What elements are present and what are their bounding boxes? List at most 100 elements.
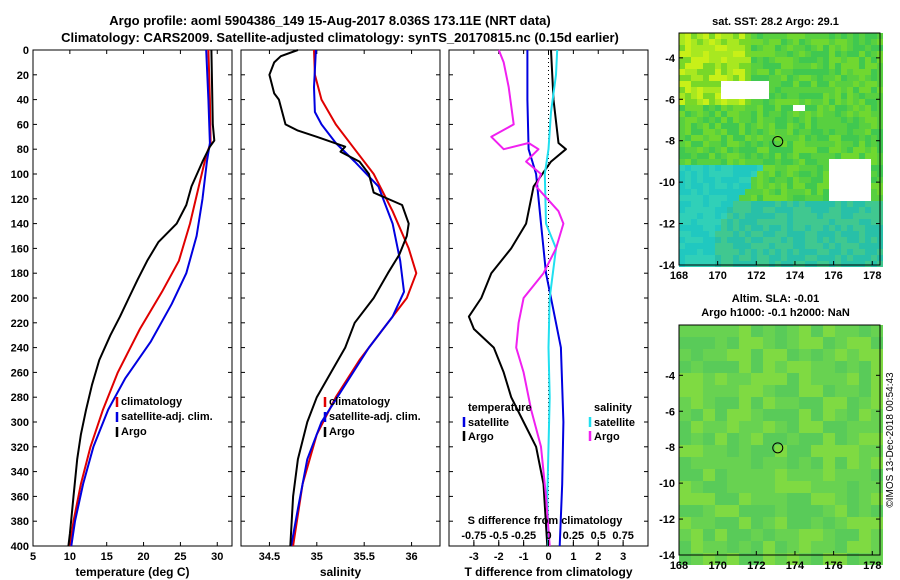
sst-cell xyxy=(709,33,715,39)
sst-cell xyxy=(823,237,829,243)
sst-cell xyxy=(805,195,811,201)
sst-cell xyxy=(763,111,769,117)
sst-cell xyxy=(727,177,733,183)
sst-cell xyxy=(859,57,865,63)
sst-cell xyxy=(697,219,703,225)
sst-cell xyxy=(757,171,763,177)
sst-cell xyxy=(691,183,697,189)
sla-cell xyxy=(847,529,859,541)
sst-cell xyxy=(799,117,805,123)
sst-cell xyxy=(799,69,805,75)
sst-cell xyxy=(847,51,853,57)
sla-cell xyxy=(739,469,751,481)
sst-cell xyxy=(727,231,733,237)
sst-cell xyxy=(847,219,853,225)
sst-cell xyxy=(697,117,703,123)
series-line-satellite-adj-clim- xyxy=(70,49,211,547)
sst-cell xyxy=(793,87,799,93)
sst-cell xyxy=(817,69,823,75)
sla-cell xyxy=(775,325,787,337)
sst-cell xyxy=(697,249,703,255)
sst-cell xyxy=(805,207,811,213)
sst-cell xyxy=(787,63,793,69)
sla-cell xyxy=(727,445,739,457)
sst-cell xyxy=(811,123,817,129)
sst-cell xyxy=(853,141,859,147)
sst-cell xyxy=(799,57,805,63)
sst-cell xyxy=(727,195,733,201)
sst-cell xyxy=(829,189,835,195)
sst-cell xyxy=(781,51,787,57)
sst-cell xyxy=(793,171,799,177)
sst-cell xyxy=(823,69,829,75)
sla-cell xyxy=(871,541,883,553)
panel-temperature: 0204060801001201401601802002202402602803… xyxy=(11,45,233,579)
sst-cell xyxy=(745,63,751,69)
sst-cell xyxy=(811,207,817,213)
sst-cell xyxy=(871,189,877,195)
sst-cell xyxy=(703,261,709,267)
sst-cell xyxy=(847,123,853,129)
sst-cell xyxy=(751,63,757,69)
sst-cell xyxy=(703,45,709,51)
sst-cell xyxy=(793,243,799,249)
sst-cell xyxy=(685,117,691,123)
sst-cell xyxy=(829,195,835,201)
sst-cell xyxy=(793,147,799,153)
sst-cell xyxy=(841,129,847,135)
sla-cell xyxy=(691,541,703,553)
sst-cell xyxy=(871,219,877,225)
sst-cell xyxy=(865,261,871,267)
sla-cell xyxy=(679,325,691,337)
sst-cell xyxy=(769,201,775,207)
sst-cell xyxy=(763,117,769,123)
sst-cell xyxy=(787,177,793,183)
sst-cell xyxy=(871,243,877,249)
sst-cell xyxy=(733,75,739,81)
sst-cell xyxy=(751,123,757,129)
sst-cell xyxy=(763,159,769,165)
xtick-label: 170 xyxy=(708,560,726,572)
series-line-argo xyxy=(67,49,216,547)
sst-cell xyxy=(715,93,721,99)
sla-cell xyxy=(739,457,751,469)
sst-cell xyxy=(697,93,703,99)
sst-cell xyxy=(709,81,715,87)
sst-cell xyxy=(805,201,811,207)
sst-cell xyxy=(679,33,685,39)
sla-cell xyxy=(799,409,811,421)
sst-cell xyxy=(757,159,763,165)
sla-cell xyxy=(835,421,847,433)
sst-cell xyxy=(847,165,853,171)
sst-cell xyxy=(793,81,799,87)
xtick-label: 172 xyxy=(747,270,765,282)
sst-cell xyxy=(805,39,811,45)
sst-cell xyxy=(775,63,781,69)
sst-cell xyxy=(739,111,745,117)
sst-cell xyxy=(781,87,787,93)
sst-cell xyxy=(703,159,709,165)
sst-cell xyxy=(757,231,763,237)
sst-cell xyxy=(775,231,781,237)
sla-cell xyxy=(823,325,835,337)
sla-cell xyxy=(799,553,811,565)
sst-cell xyxy=(781,105,787,111)
ytick-label: -8 xyxy=(665,442,675,454)
sst-cell xyxy=(793,33,799,39)
sla-cell xyxy=(727,397,739,409)
sst-cell xyxy=(811,147,817,153)
sst-cell xyxy=(769,153,775,159)
sla-cell xyxy=(799,337,811,349)
sst-cell xyxy=(805,135,811,141)
sst-cell xyxy=(709,177,715,183)
sst-cell xyxy=(847,177,853,183)
sst-cell xyxy=(697,141,703,147)
sst-cell xyxy=(757,243,763,249)
sst-cell xyxy=(727,207,733,213)
sla-cell xyxy=(727,349,739,361)
sst-cell xyxy=(775,117,781,123)
sst-cell xyxy=(853,165,859,171)
sst-cell xyxy=(805,93,811,99)
sla-cell xyxy=(703,553,715,565)
sst-cell xyxy=(727,249,733,255)
